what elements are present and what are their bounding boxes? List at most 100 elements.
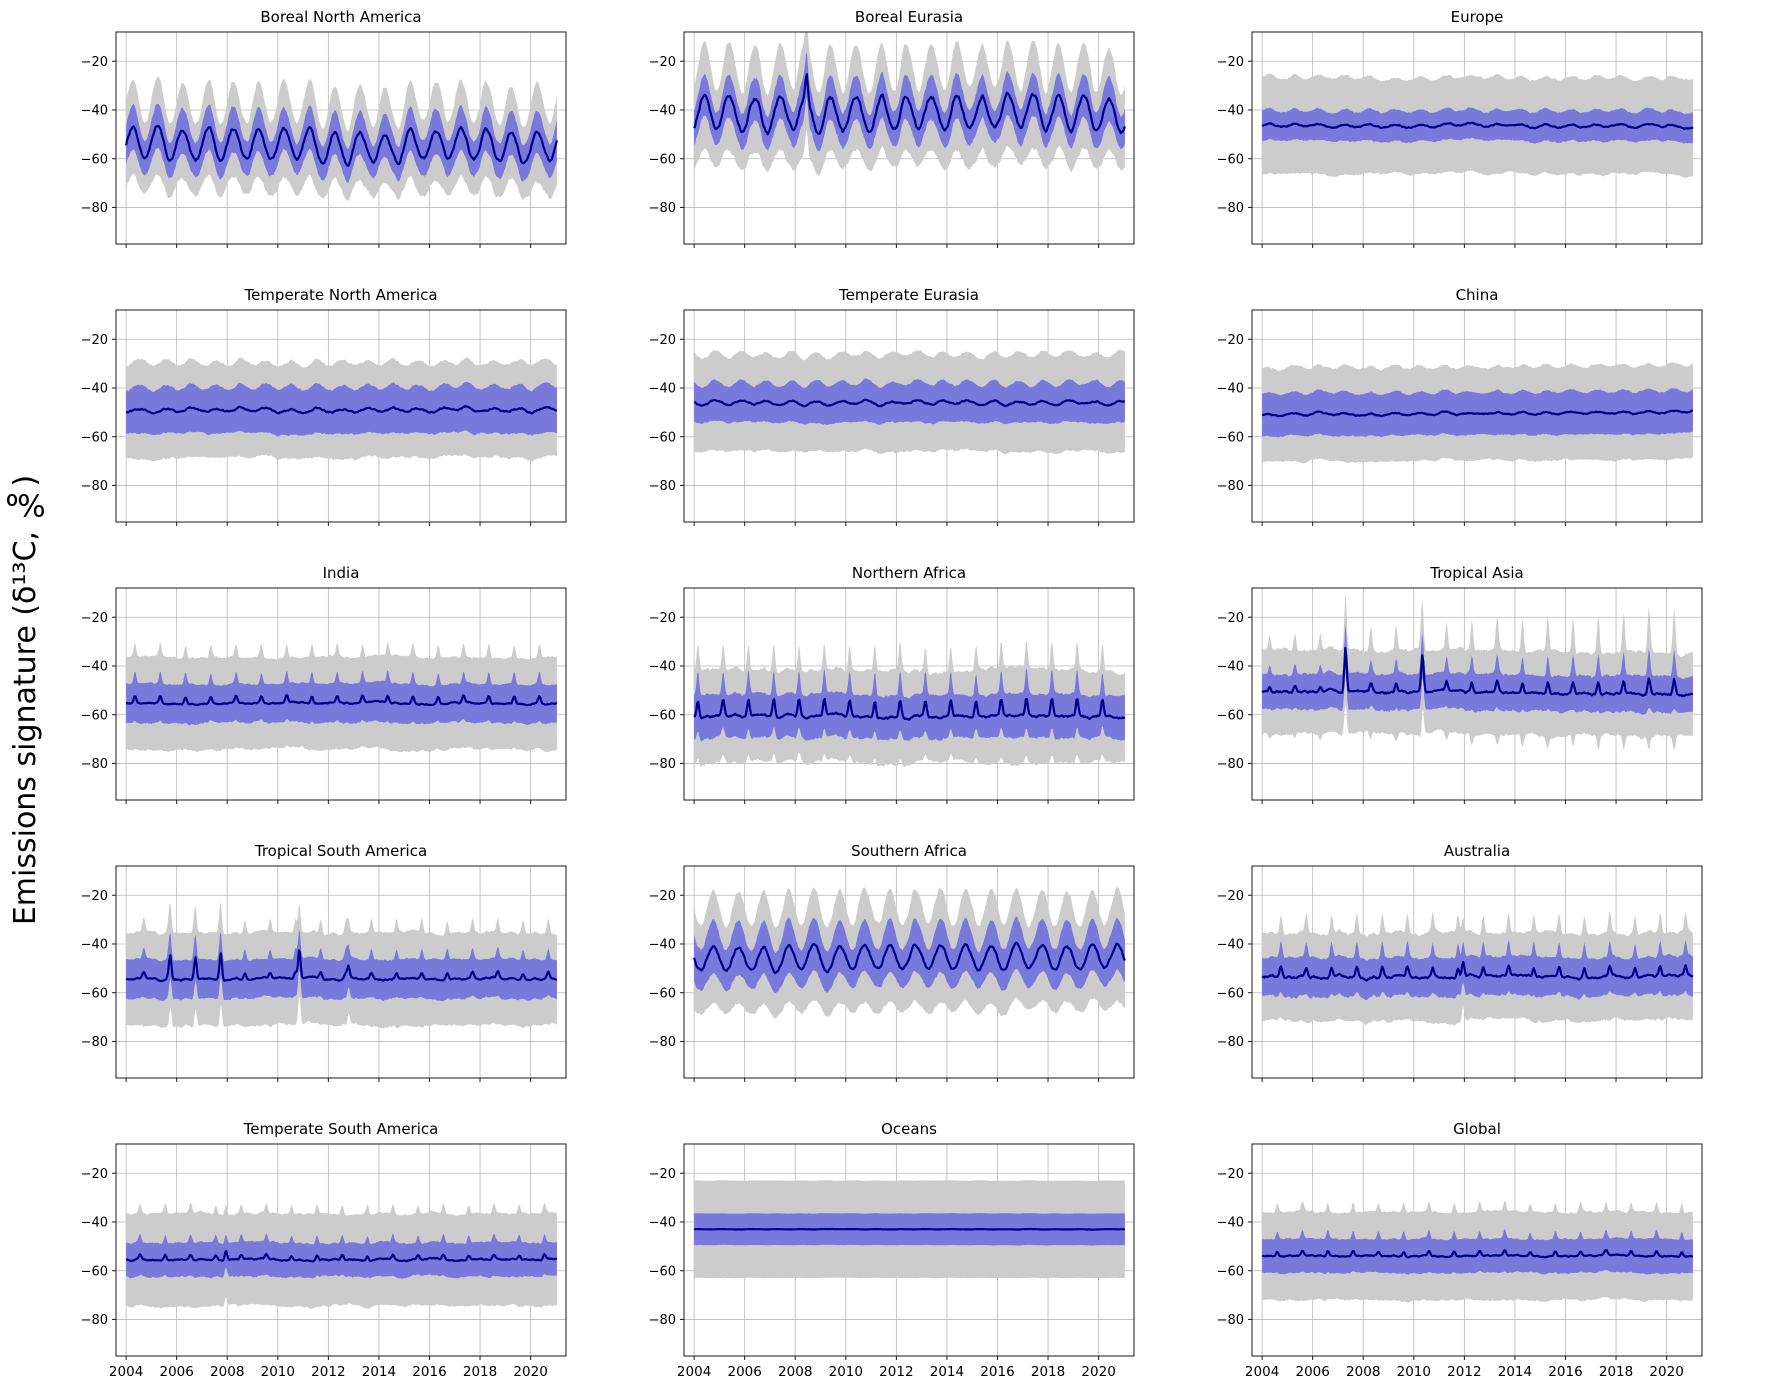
x-tick-label: 2012 — [879, 1364, 913, 1380]
uncertainty-band-inner — [694, 668, 1125, 742]
plot-temperate-south-america: −20 −40 −60 −80 2004 2006 2008 2010 2012 2014 2016… — [81, 1143, 567, 1380]
uncertainty-band-inner — [694, 378, 1125, 425]
panel-title: Europe — [1450, 8, 1504, 26]
y-tick-label: −60 — [1217, 708, 1244, 723]
y-tick-label: −60 — [649, 430, 676, 445]
plot-southern-africa: −20 −40 −60 −80 — [649, 865, 1135, 1082]
mean-line — [126, 404, 558, 415]
x-tick-label: 2012 — [1447, 1364, 1481, 1380]
y-tick-label: −40 — [1217, 382, 1244, 397]
y-tick-label: −40 — [81, 938, 108, 953]
y-tick-label: −60 — [81, 708, 108, 723]
y-tick-label: −60 — [649, 708, 676, 723]
y-tick-label: −80 — [81, 201, 108, 216]
plot-temperate-eurasia: −20 −40 −60 −80 — [649, 309, 1135, 526]
panel-northern-africa: Northern Africa −20 −40 −60 −80 — [624, 562, 1192, 840]
mean-line — [126, 694, 558, 707]
x-tick-label: 2018 — [1599, 1364, 1633, 1380]
plot-box — [1251, 309, 1703, 523]
x-tick-label: 2008 — [210, 1364, 244, 1380]
plot-box — [683, 31, 1135, 245]
panel-southern-africa: Southern Africa −20 −40 −60 −80 — [624, 840, 1192, 1118]
y-tick-label: −20 — [649, 611, 676, 626]
panel-india: India −20 −40 −60 −80 — [56, 562, 624, 840]
panel-temperate-south-america: Temperate South America −20 −40 −60 −80 2004 2… — [56, 1118, 624, 1396]
y-tick-label: −60 — [649, 1264, 676, 1279]
mean-line — [1261, 1249, 1694, 1259]
uncertainty-band-outer — [1262, 592, 1693, 751]
plot-box — [1251, 587, 1703, 801]
plot-box — [1251, 1143, 1703, 1357]
y-tick-label: −80 — [649, 1035, 676, 1050]
plot-oceans: −20 −40 −60 −80 2004 2006 2008 2010 2012 2014 2016… — [649, 1143, 1135, 1380]
panel-tropical-asia: Tropical Asia −20 −40 −60 −80 — [1192, 562, 1760, 840]
panel-china: China −20 −40 −60 −80 — [1192, 284, 1760, 562]
mean-line — [125, 949, 558, 983]
y-tick-label: −40 — [649, 104, 676, 119]
panels-grid: Boreal North America −20 −40 −60 −80 Boreal E… — [56, 0, 1774, 1396]
uncertainty-band-inner — [126, 670, 557, 726]
plot-india: −20 −40 −60 −80 — [81, 587, 567, 804]
y-tick-label: −40 — [1217, 938, 1244, 953]
y-tick-label: −60 — [81, 152, 108, 167]
mean-line — [125, 125, 558, 167]
y-tick-label: −60 — [1217, 430, 1244, 445]
mean-line — [1261, 646, 1694, 698]
panel-title: China — [1455, 286, 1499, 304]
y-tick-label: −40 — [1217, 1216, 1244, 1231]
panel-global: Global −20 −40 −60 −80 2004 2006 2008 2010 2012 20… — [1192, 1118, 1760, 1396]
panel-title: Boreal Eurasia — [854, 8, 964, 26]
panel-title: India — [322, 564, 360, 582]
uncertainty-band-inner — [126, 930, 557, 1002]
panel-title: Temperate South America — [243, 1120, 439, 1138]
panel-title: Oceans — [881, 1120, 937, 1138]
mean-line — [1261, 409, 1693, 418]
y-tick-label: −80 — [81, 1035, 108, 1050]
y-tick-label: −20 — [81, 1167, 108, 1182]
x-tick-label: 2006 — [1295, 1364, 1329, 1380]
y-tick-label: −20 — [649, 889, 676, 904]
y-tick-label: −40 — [649, 1216, 676, 1231]
y-axis-label: Emissions signature (δ¹³C, ‰) — [8, 474, 43, 926]
plot-temperate-north-america: −20 −40 −60 −80 — [81, 309, 567, 526]
x-tick-label: 2016 — [412, 1364, 446, 1380]
y-tick-label: −80 — [649, 1313, 676, 1328]
panel-title: Tropical Asia — [1430, 564, 1524, 582]
plot-box — [683, 309, 1135, 523]
uncertainty-band-inner — [1262, 939, 1693, 1001]
y-tick-label: −40 — [81, 1216, 108, 1231]
mean-line — [693, 697, 1126, 721]
y-tick-label: −20 — [649, 55, 676, 70]
y-tick-label: −80 — [81, 1313, 108, 1328]
plot-box — [1251, 865, 1703, 1079]
y-tick-label: −60 — [1217, 986, 1244, 1001]
y-tick-label: −80 — [649, 201, 676, 216]
panel-temperate-eurasia: Temperate Eurasia −20 −40 −60 −80 — [624, 284, 1192, 562]
y-tick-label: −20 — [1217, 1167, 1244, 1182]
x-tick-label: 2020 — [1649, 1364, 1683, 1380]
plot-northern-africa: −20 −40 −60 −80 — [649, 587, 1135, 804]
panel-title: Northern Africa — [851, 564, 967, 582]
mean-line — [693, 398, 1125, 408]
x-tick-label: 2016 — [1548, 1364, 1582, 1380]
mean-line — [125, 1249, 557, 1263]
x-tick-label: 2018 — [463, 1364, 497, 1380]
y-tick-label: −60 — [1217, 1264, 1244, 1279]
x-tick-label: 2012 — [311, 1364, 345, 1380]
y-tick-label: −80 — [1217, 757, 1244, 772]
y-tick-label: −20 — [81, 55, 108, 70]
y-tick-label: −60 — [649, 986, 676, 1001]
y-tick-label: −40 — [1217, 104, 1244, 119]
x-tick-label: 2006 — [727, 1364, 761, 1380]
panel-title: Tropical South America — [254, 842, 428, 860]
plot-box — [683, 1143, 1135, 1357]
y-tick-label: −20 — [1217, 333, 1244, 348]
x-tick-label: 2004 — [1245, 1364, 1279, 1380]
panel-title: Global — [1453, 1120, 1501, 1138]
plot-australia: −20 −40 −60 −80 — [1217, 865, 1703, 1082]
y-tick-label: −60 — [81, 1264, 108, 1279]
plot-box — [1251, 31, 1703, 245]
x-tick-label: 2010 — [1397, 1364, 1431, 1380]
panel-tropical-south-america: Tropical South America −20 −40 −60 −80 — [56, 840, 624, 1118]
